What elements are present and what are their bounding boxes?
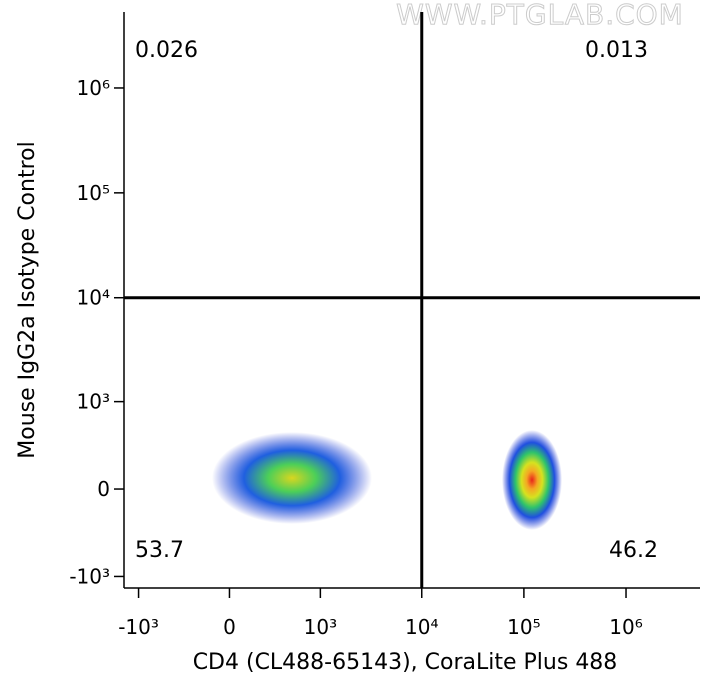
y-tick-label: 10⁶	[77, 76, 110, 100]
y-tick-label: 10⁵	[77, 181, 110, 205]
x-tick-label: -10³	[118, 615, 159, 639]
y-axis-title: Mouse IgG2a Isotype Control	[15, 141, 40, 458]
quadrant-value: 0.013	[585, 38, 648, 63]
population-cloud	[502, 430, 562, 530]
quadrant-value: 53.7	[135, 538, 184, 563]
x-tick-label: 10⁵	[507, 615, 540, 639]
x-tick-label: 10³	[304, 615, 337, 639]
x-tick-label: 0	[223, 615, 236, 639]
x-axis-title: CD4 (CL488-65143), CoraLite Plus 488	[193, 650, 618, 675]
y-tick-label: 10⁴	[77, 286, 110, 310]
y-tick-label: 10³	[77, 390, 110, 414]
y-tick-label: 0	[97, 477, 110, 501]
quadrant-value: 46.2	[609, 538, 658, 563]
quadrant-value: 0.026	[135, 38, 198, 63]
population-cloud	[212, 432, 372, 524]
x-tick-label: 10⁴	[405, 615, 438, 639]
y-tick-label: -10³	[69, 564, 110, 588]
x-tick-label: 10⁶	[609, 615, 642, 639]
watermark: WWW.PTGLAB.COM	[396, 0, 684, 31]
